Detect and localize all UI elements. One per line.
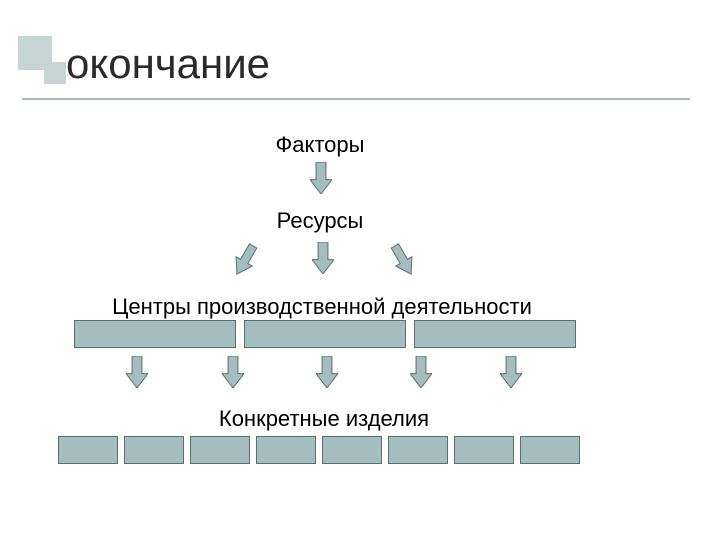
arrow-diag-left-icon xyxy=(228,242,262,278)
label-resources: Ресурсы xyxy=(20,208,620,234)
centers-box xyxy=(244,320,406,348)
products-box xyxy=(322,436,382,464)
arrow-down-icon xyxy=(126,356,148,388)
arrow-diag-right-icon xyxy=(386,242,420,278)
products-box xyxy=(454,436,514,464)
label-factors: Факторы xyxy=(20,132,620,158)
arrow-down-icon xyxy=(310,162,332,194)
products-box xyxy=(256,436,316,464)
page-title: окончание xyxy=(66,40,270,88)
products-box xyxy=(58,436,118,464)
arrow-down-icon xyxy=(222,356,244,388)
products-box xyxy=(520,436,580,464)
arrow-down-icon xyxy=(312,242,334,274)
arrow-down-icon xyxy=(410,356,432,388)
centers-box xyxy=(414,320,576,348)
title-underline xyxy=(22,98,690,100)
bullet-square-small xyxy=(44,62,66,84)
centers-box xyxy=(74,320,236,348)
label-centers: Центры производственной деятельности xyxy=(22,294,622,320)
products-box xyxy=(124,436,184,464)
products-box xyxy=(190,436,250,464)
arrow-down-icon xyxy=(500,356,522,388)
label-products: Конкретные изделия xyxy=(24,406,624,432)
products-box xyxy=(388,436,448,464)
arrow-down-icon xyxy=(316,356,338,388)
